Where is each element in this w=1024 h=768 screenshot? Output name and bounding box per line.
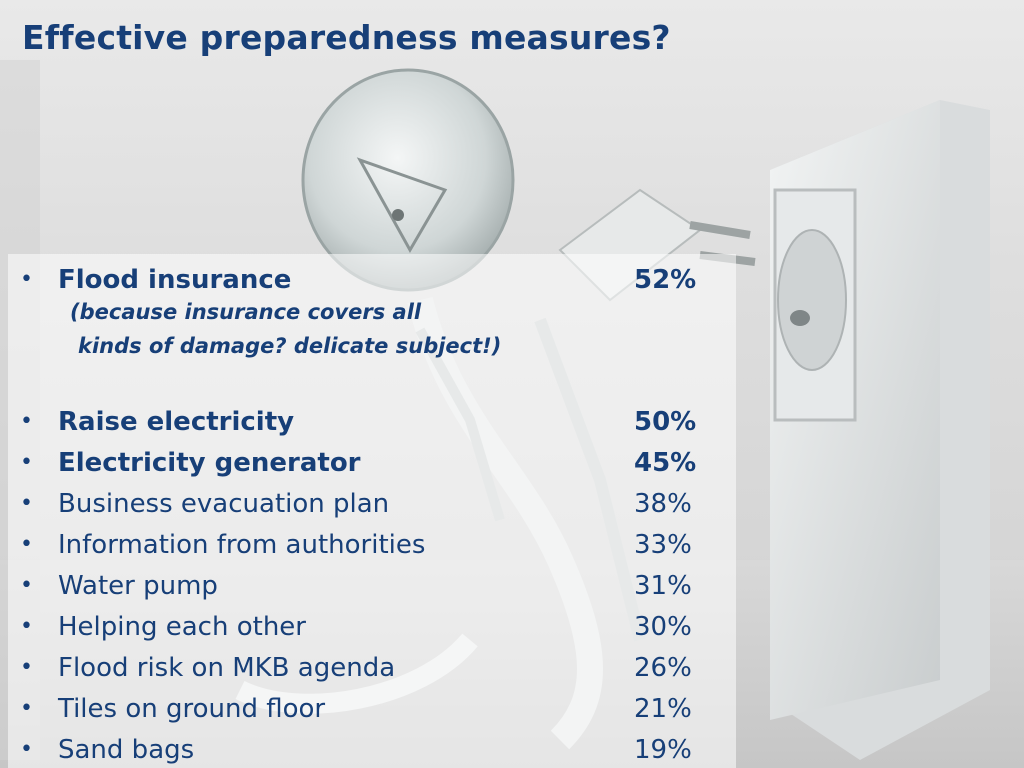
list-item: • Raise electricity 50% xyxy=(8,402,736,442)
list-item: • Flood risk on MKB agenda 26% xyxy=(8,648,736,688)
bullet-icon: • xyxy=(20,737,33,762)
bullet-icon: • xyxy=(20,614,33,639)
item-label: Business evacuation plan xyxy=(58,489,390,519)
list-item: • Electricity generator 45% xyxy=(8,443,736,483)
list-item: • Business evacuation plan 38% xyxy=(8,484,736,524)
item-percentage: 31% xyxy=(634,571,692,601)
item-percentage: 26% xyxy=(634,653,692,683)
item-label: Information from authorities xyxy=(58,530,426,560)
item-percentage: 19% xyxy=(634,735,692,765)
item-percentage: 21% xyxy=(634,694,692,724)
slide-title: Effective preparedness measures? xyxy=(22,18,671,57)
list-item: • Flood insurance 52% xyxy=(8,260,736,300)
bullet-icon: • xyxy=(20,573,33,598)
list-item: • Helping each other 30% xyxy=(8,607,736,647)
item-note-line-1: (because insurance covers all xyxy=(70,300,422,324)
item-label: Sand bags xyxy=(58,735,195,765)
item-label: Water pump xyxy=(58,571,218,601)
item-label: Helping each other xyxy=(58,612,306,642)
bullet-icon: • xyxy=(20,532,33,557)
item-label: Electricity generator xyxy=(58,448,361,478)
item-percentage: 45% xyxy=(634,448,697,478)
bullet-icon: • xyxy=(20,491,33,516)
item-label: Tiles on ground floor xyxy=(58,694,326,724)
bullet-icon: • xyxy=(20,696,33,721)
list-item: • Sand bags 19% xyxy=(8,730,736,768)
item-percentage: 30% xyxy=(634,612,692,642)
item-percentage: 38% xyxy=(634,489,692,519)
bullet-icon: • xyxy=(20,450,33,475)
list-item: • Water pump 31% xyxy=(8,566,736,606)
item-percentage: 33% xyxy=(634,530,692,560)
item-label: Raise electricity xyxy=(58,407,295,437)
item-label: Flood risk on MKB agenda xyxy=(58,653,396,683)
bullet-icon: • xyxy=(20,655,33,680)
bullet-icon: • xyxy=(20,409,33,434)
item-label: Flood insurance xyxy=(58,265,292,295)
item-percentage: 52% xyxy=(634,265,697,295)
item-note-line-2: kinds of damage? delicate subject!) xyxy=(78,334,502,358)
measures-panel: • Flood insurance 52% (because insurance… xyxy=(8,254,736,768)
bullet-icon: • xyxy=(20,267,33,292)
item-percentage: 50% xyxy=(634,407,697,437)
list-item: • Information from authorities 33% xyxy=(8,525,736,565)
list-item: • Tiles on ground floor 21% xyxy=(8,689,736,729)
